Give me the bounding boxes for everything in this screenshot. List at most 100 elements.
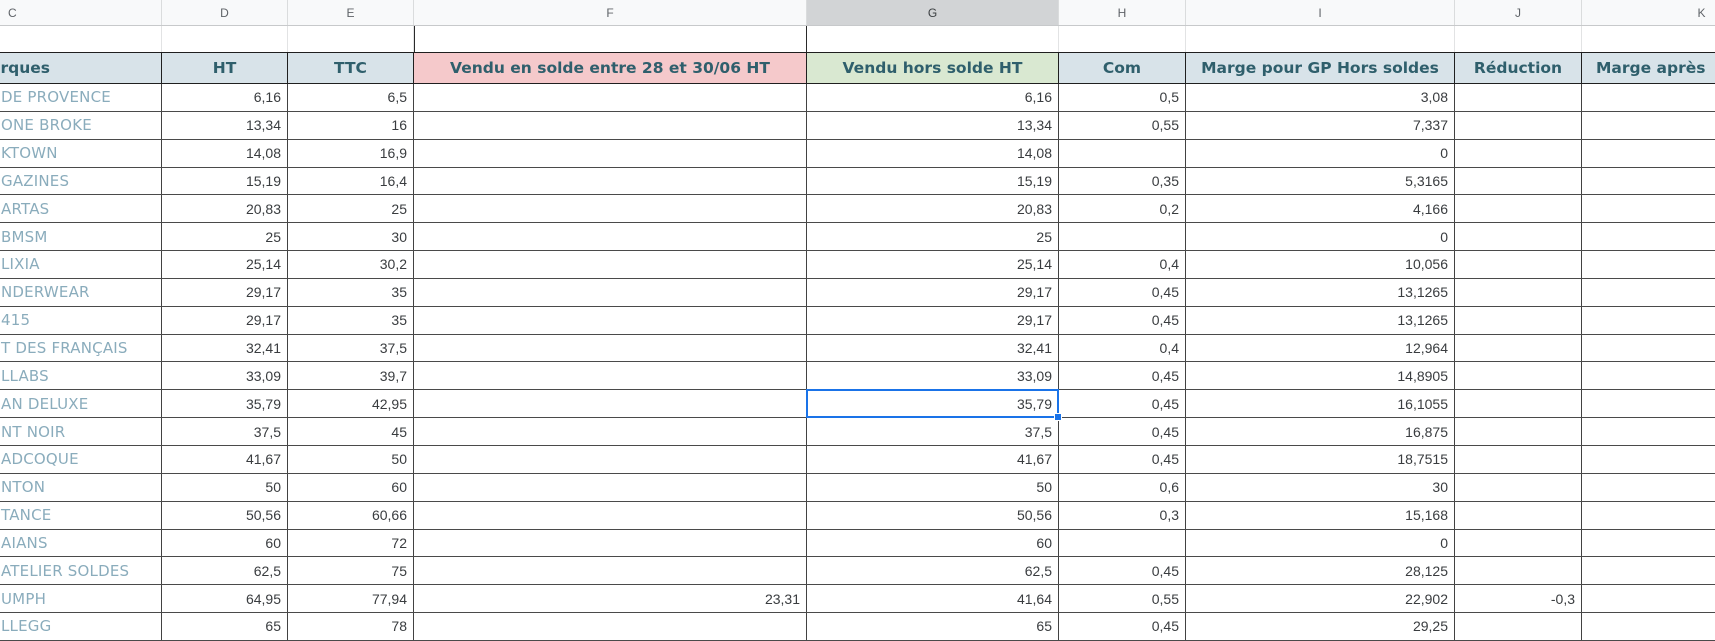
cell-vendu-hors-solde[interactable]: 32,41 [807,334,1059,362]
cell-com[interactable] [1059,139,1186,167]
cell-ttc[interactable]: 35 [288,278,414,306]
spacer-cell-e[interactable] [288,26,414,52]
cell-reduction[interactable] [1455,473,1582,501]
cell-marque[interactable]: DE PROVENCE [0,84,162,111]
cell-vendu-hors-solde[interactable]: 25 [807,223,1059,251]
cell-reduction[interactable] [1455,223,1582,251]
column-letter-g-selected[interactable]: G [807,0,1059,25]
cell-marge-apres[interactable] [1582,585,1715,612]
cell-reduction[interactable] [1455,111,1582,139]
cell-marge-gp[interactable]: 4,166 [1186,195,1455,223]
cell-ht[interactable]: 6,16 [162,84,288,111]
cell-reduction[interactable] [1455,167,1582,195]
cell-ht[interactable]: 65 [162,613,288,640]
cell-marge-gp[interactable]: 3,08 [1186,84,1455,111]
cell-vendu-hors-solde[interactable]: 50,56 [807,501,1059,529]
header-marques[interactable]: arques [0,53,162,83]
cell-vendu-solde[interactable] [414,334,807,362]
cell-marge-gp[interactable]: 22,902 [1186,585,1455,613]
cell-ttc[interactable]: 39,7 [288,362,414,390]
spacer-cell-i[interactable] [1186,26,1455,52]
header-marge-gp[interactable]: Marge pour GP Hors soldes [1186,53,1455,83]
cell-marge-apres[interactable] [1582,307,1715,334]
cell-vendu-hors-solde[interactable]: 29,17 [807,278,1059,306]
spacer-cell-k[interactable] [1582,26,1715,52]
cell-ht[interactable]: 32,41 [162,334,288,362]
cell-com[interactable] [1059,223,1186,251]
cell-ttc[interactable]: 30,2 [288,251,414,278]
cell-marque[interactable]: LIXIA [0,251,162,278]
cell-marque[interactable]: 415 [0,306,162,334]
cell-marge-gp[interactable]: 5,3165 [1186,167,1455,195]
cell-marque[interactable]: NTON [0,473,162,501]
cell-marge-apres[interactable] [1582,362,1715,389]
cell-vendu-hors-solde[interactable]: 13,34 [807,111,1059,139]
cell-vendu-solde[interactable] [414,251,807,278]
column-letter-d[interactable]: D [162,0,288,25]
cell-reduction[interactable] [1455,501,1582,529]
cell-com[interactable]: 0,45 [1059,445,1186,473]
cell-ttc[interactable]: 72 [288,529,414,557]
cell-com[interactable]: 0,45 [1059,557,1186,585]
cell-marge-apres[interactable] [1582,446,1715,473]
column-letter-k[interactable]: K [1582,0,1715,25]
cell-marge-gp[interactable]: 14,8905 [1186,362,1455,390]
cell-ht[interactable]: 25,14 [162,251,288,278]
cell-marge-apres[interactable] [1582,223,1715,250]
cell-marge-apres[interactable] [1582,168,1715,195]
cell-ttc[interactable]: 6,5 [288,84,414,111]
cell-ttc[interactable]: 60,66 [288,501,414,529]
cell-vendu-solde[interactable] [414,445,807,473]
cell-reduction[interactable] [1455,139,1582,167]
cell-marge-gp[interactable]: 12,964 [1186,334,1455,362]
header-ht[interactable]: HT [162,53,288,83]
cell-vendu-hors-solde[interactable]: 33,09 [807,362,1059,390]
cell-com[interactable]: 0,35 [1059,167,1186,195]
cell-ttc[interactable]: 75 [288,557,414,585]
column-letter-c[interactable]: C [0,0,162,25]
cell-vendu-hors-solde[interactable]: 50 [807,473,1059,501]
cell-vendu-solde[interactable] [414,418,807,445]
cell-ht[interactable]: 29,17 [162,306,288,334]
cell-marge-apres[interactable] [1582,557,1715,584]
cell-ht[interactable]: 13,34 [162,111,288,139]
cell-marge-apres[interactable] [1582,251,1715,278]
cell-ht[interactable]: 15,19 [162,167,288,195]
header-ttc[interactable]: TTC [288,53,414,83]
cell-vendu-solde[interactable] [414,306,807,334]
cell-marge-gp[interactable]: 0 [1186,139,1455,167]
cell-reduction[interactable] [1455,195,1582,223]
cell-com[interactable]: 0,55 [1059,111,1186,139]
cell-marge-apres[interactable] [1582,613,1715,640]
cell-vendu-solde[interactable] [414,613,807,640]
cell-marge-apres[interactable] [1582,418,1715,445]
cell-ttc[interactable]: 35 [288,306,414,334]
cell-com[interactable] [1059,529,1186,557]
cell-com[interactable]: 0,2 [1059,195,1186,223]
cell-marque[interactable]: LLABS [0,362,162,390]
cell-ttc[interactable]: 78 [288,613,414,640]
cell-vendu-hors-solde[interactable]: 25,14 [807,251,1059,278]
cell-com[interactable]: 0,55 [1059,585,1186,613]
cell-ttc[interactable]: 16 [288,111,414,139]
cell-marque[interactable]: GAZINES [0,167,162,195]
cell-marge-gp[interactable]: 7,337 [1186,111,1455,139]
cell-marge-gp[interactable]: 0 [1186,223,1455,251]
cell-marge-gp[interactable]: 13,1265 [1186,306,1455,334]
header-reduction[interactable]: Réduction [1455,53,1582,83]
cell-vendu-hors-solde[interactable]: 62,5 [807,557,1059,585]
cell-reduction[interactable] [1455,334,1582,362]
cell-marque[interactable]: LLEGG [0,613,162,640]
spacer-cell-f[interactable] [414,26,807,52]
cell-marge-apres[interactable] [1582,390,1715,417]
cell-marge-gp[interactable]: 15,168 [1186,501,1455,529]
cell-com[interactable]: 0,45 [1059,306,1186,334]
cell-vendu-solde[interactable]: 23,31 [414,585,807,613]
cell-marque[interactable]: UMPH [0,585,162,613]
cell-vendu-solde[interactable] [414,195,807,223]
cell-vendu-solde[interactable] [414,557,807,585]
cell-com[interactable]: 0,4 [1059,251,1186,278]
cell-vendu-hors-solde[interactable]: 65 [807,613,1059,640]
cell-ht[interactable]: 64,95 [162,585,288,613]
cell-marque[interactable]: ATELIER SOLDES [0,557,162,585]
